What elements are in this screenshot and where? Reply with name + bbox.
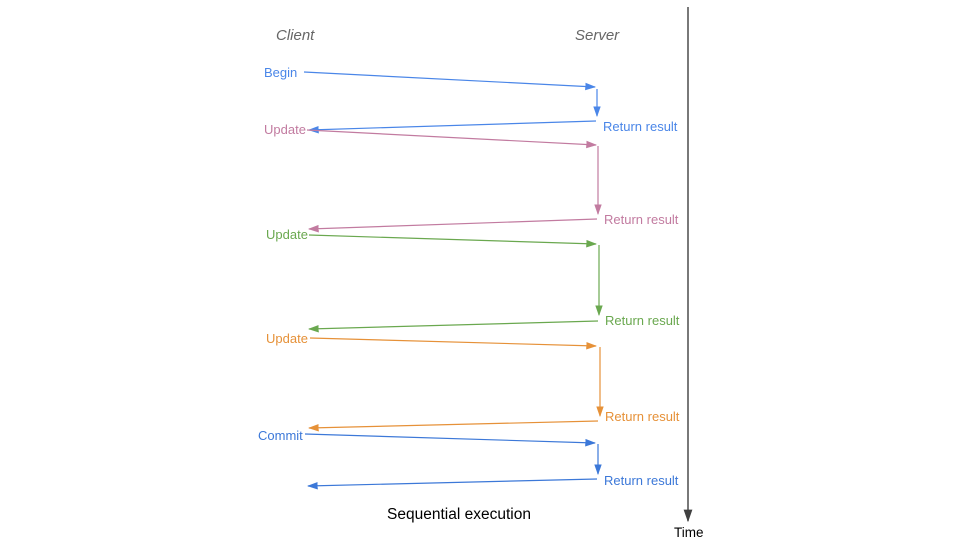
request-arrow-update-3 <box>309 337 598 350</box>
response-arrow-update-3 <box>307 420 599 432</box>
message-label-update-2: Update <box>266 227 308 242</box>
response-arrow-update-1 <box>307 218 598 233</box>
client-header: Client <box>276 27 315 44</box>
server-header: Server <box>575 27 620 44</box>
response-arrow-update-2 <box>307 320 599 333</box>
return-result-label-3: Return result <box>605 313 680 328</box>
request-arrow-update-1 <box>306 129 598 149</box>
request-arrow-commit <box>304 433 597 447</box>
exchange-commit: Commit Return result <box>258 428 679 490</box>
message-label-update-1: Update <box>264 122 306 137</box>
message-label-update-3: Update <box>266 331 308 346</box>
message-label-commit: Commit <box>258 428 303 443</box>
return-result-label-1: Return result <box>603 119 678 134</box>
request-arrow-update-2 <box>308 234 598 248</box>
return-result-label-4: Return result <box>605 409 680 424</box>
response-arrow-begin <box>307 120 597 134</box>
return-result-label-2: Return result <box>604 212 679 227</box>
exchange-update-3: Update Return result <box>266 331 680 432</box>
time-axis: Time <box>674 7 704 540</box>
response-arrow-commit <box>306 478 598 490</box>
time-axis-label: Time <box>674 525 704 540</box>
diagram-title: Sequential execution <box>387 506 531 523</box>
exchange-update-1: Update Return result <box>264 122 679 233</box>
message-label-begin: Begin <box>264 65 297 80</box>
exchange-begin: Begin Return result <box>264 65 678 134</box>
return-result-label-5: Return result <box>604 473 679 488</box>
exchange-update-2: Update Return result <box>266 227 680 333</box>
request-arrow-begin <box>303 71 597 91</box>
